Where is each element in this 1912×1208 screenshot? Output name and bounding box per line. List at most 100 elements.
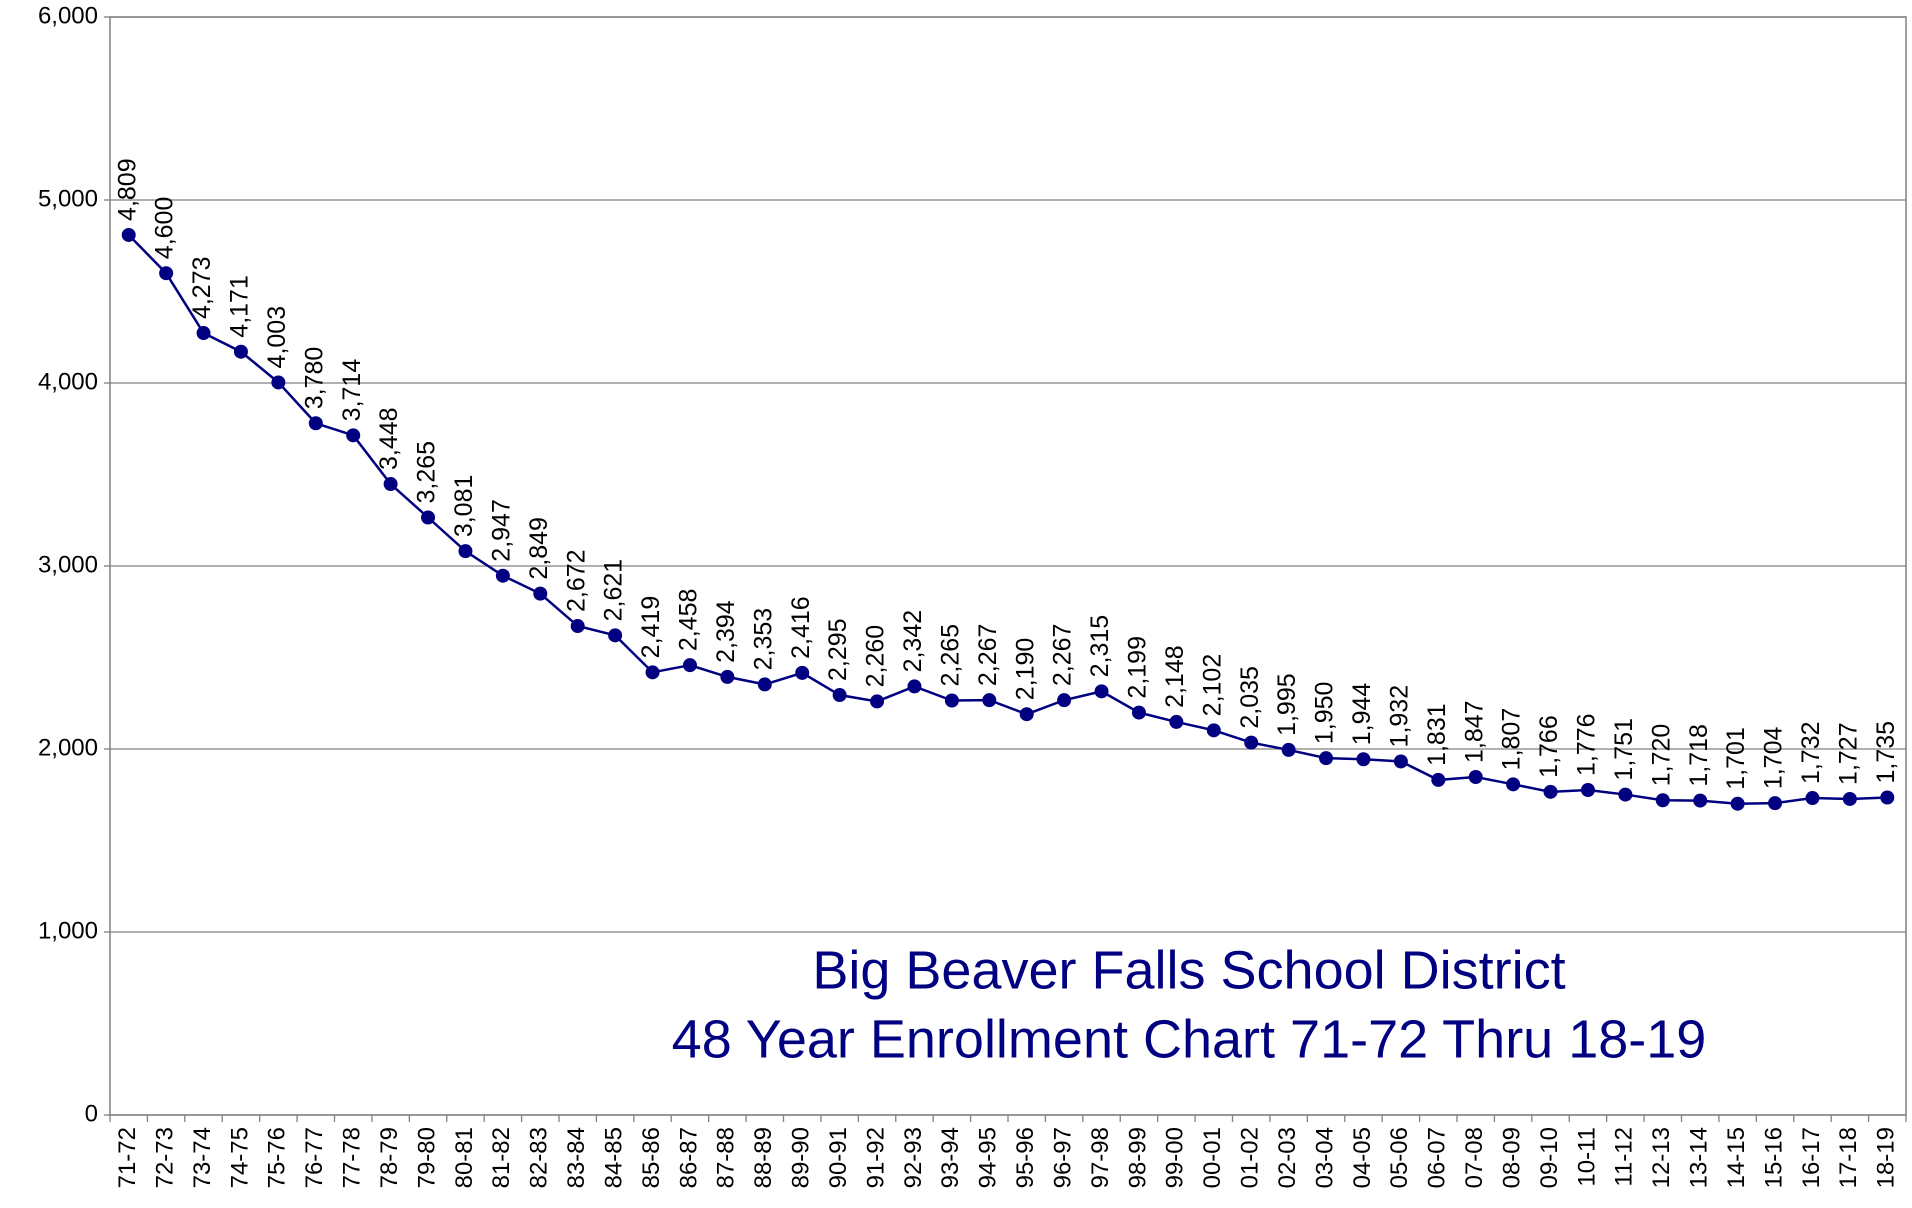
x-tick-label: 18-19 [1873, 1127, 1900, 1188]
data-point [645, 665, 660, 680]
data-label: 1,807 [1498, 708, 1526, 771]
x-tick-label: 08-09 [1498, 1127, 1525, 1188]
data-point [1169, 714, 1184, 729]
data-point [720, 669, 735, 684]
data-label: 1,732 [1797, 721, 1825, 784]
data-label: 2,672 [562, 549, 590, 612]
x-tick-label: 92-93 [900, 1127, 927, 1188]
data-label: 3,714 [338, 359, 366, 422]
x-tick-label: 95-96 [1012, 1127, 1039, 1188]
data-label: 1,720 [1647, 724, 1675, 787]
data-label: 2,190 [1011, 638, 1039, 701]
x-tick-label: 16-17 [1798, 1127, 1825, 1188]
data-point [1244, 735, 1259, 750]
data-point [233, 344, 248, 359]
y-tick-label: 6,000 [38, 2, 98, 29]
x-tick-label: 09-10 [1536, 1127, 1563, 1188]
data-label: 2,458 [675, 589, 703, 652]
x-tick-label: 98-99 [1124, 1127, 1151, 1188]
data-label: 1,995 [1273, 673, 1301, 736]
x-tick-label: 89-90 [788, 1127, 815, 1188]
x-tick-label: 04-05 [1349, 1127, 1376, 1188]
x-tick-label: 77-78 [339, 1127, 366, 1188]
data-label: 1,735 [1872, 721, 1900, 784]
x-tick-label: 87-88 [713, 1127, 740, 1188]
data-point [1356, 752, 1371, 767]
y-tick-label: 3,000 [38, 551, 98, 578]
x-tick-label: 00-01 [1199, 1127, 1226, 1188]
data-point [121, 227, 136, 242]
data-label: 2,353 [749, 608, 777, 671]
data-point [159, 266, 174, 281]
x-tick-label: 72-73 [151, 1127, 178, 1188]
x-tick-label: 78-79 [376, 1127, 403, 1188]
data-label: 3,081 [450, 475, 478, 538]
x-tick-label: 14-15 [1723, 1127, 1750, 1188]
data-label: 1,847 [1460, 700, 1488, 763]
data-label: 2,260 [862, 625, 890, 688]
data-point [1281, 742, 1296, 757]
data-point [271, 375, 286, 390]
y-tick-label: 4,000 [38, 368, 98, 395]
x-tick-label: 99-00 [1162, 1127, 1189, 1188]
data-label: 2,267 [974, 624, 1002, 687]
y-tick-label: 2,000 [38, 734, 98, 761]
data-label: 1,831 [1423, 703, 1451, 766]
data-label: 2,267 [1049, 624, 1077, 687]
data-label: 2,295 [824, 618, 852, 681]
x-tick-label: 12-13 [1648, 1127, 1675, 1188]
data-label: 3,448 [375, 407, 403, 470]
x-tick-label: 17-18 [1835, 1127, 1862, 1188]
data-point [383, 477, 398, 492]
data-label: 1,944 [1348, 683, 1376, 746]
data-point [1468, 769, 1483, 784]
data-point [870, 694, 885, 709]
data-label: 2,265 [936, 624, 964, 687]
y-tick-label: 0 [85, 1100, 98, 1127]
data-point [757, 677, 772, 692]
chart-title: Big Beaver Falls School District [812, 940, 1565, 1000]
data-label: 2,621 [600, 559, 628, 622]
data-point [1730, 796, 1745, 811]
data-label: 2,416 [787, 596, 815, 659]
data-label: 4,003 [263, 306, 291, 369]
data-point [832, 688, 847, 703]
data-point [1393, 754, 1408, 769]
data-point [495, 568, 510, 583]
data-label: 4,273 [188, 256, 216, 319]
data-point [1618, 787, 1633, 802]
data-label: 2,315 [1086, 615, 1114, 678]
x-tick-label: 07-08 [1461, 1127, 1488, 1188]
data-point [1543, 784, 1558, 799]
data-point [1768, 796, 1783, 811]
x-tick-label: 15-16 [1760, 1127, 1787, 1188]
plot: 0 1,000 2,000 3,000 4,000 5,000 6,000 71-72 72-7… [38, 2, 1907, 1188]
data-point [1019, 707, 1034, 722]
data-label: 2,849 [525, 517, 553, 580]
data-point [1842, 791, 1857, 806]
data-label: 4,809 [113, 158, 141, 221]
x-tick-label: 83-84 [563, 1127, 590, 1188]
x-tick-label: 05-06 [1386, 1127, 1413, 1188]
x-tick-label: 79-80 [413, 1127, 440, 1188]
data-point [308, 416, 323, 431]
x-tick-label: 81-82 [488, 1127, 515, 1188]
data-label: 2,102 [1198, 654, 1226, 717]
data-point [421, 510, 436, 525]
data-label: 4,171 [226, 275, 254, 338]
x-tick-label: 74-75 [226, 1127, 253, 1188]
x-tick-label: 76-77 [301, 1127, 328, 1188]
data-point [1057, 693, 1072, 708]
x-tick-label: 91-92 [862, 1127, 889, 1188]
x-tick-label: 11-12 [1611, 1127, 1638, 1187]
x-tick-label: 96-97 [1049, 1127, 1076, 1188]
x-tick-label: 93-94 [937, 1127, 964, 1188]
data-point [1580, 782, 1595, 797]
data-label: 1,751 [1610, 718, 1638, 781]
data-label: 1,727 [1834, 722, 1862, 785]
x-tick-label: 03-04 [1311, 1127, 1338, 1188]
data-point [1094, 684, 1109, 699]
data-label: 3,265 [413, 441, 441, 504]
data-label: 4,600 [151, 197, 179, 260]
data-point [458, 544, 473, 559]
